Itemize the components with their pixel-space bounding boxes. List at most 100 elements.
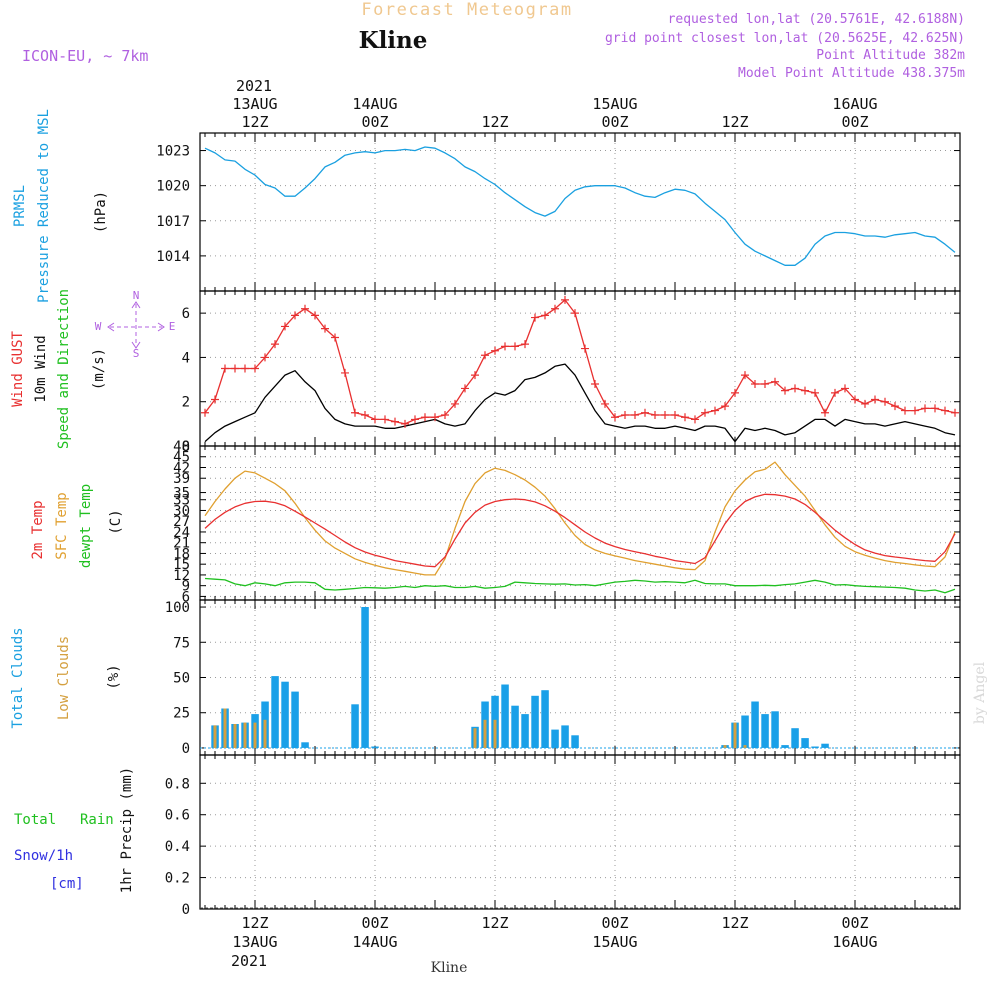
total-cloud-bar [301,742,309,748]
gust-marker [781,386,789,395]
gust-marker [591,380,599,388]
total-cloud-bar [371,746,379,748]
panel-frame [199,754,961,910]
top-hour-label: 00Z [361,113,388,131]
low-cloud-bar [483,719,487,748]
top-date-label: 16AUG [832,95,877,113]
y-tick-label: 21 [173,536,190,552]
gust-marker [421,413,429,422]
wind-gust-line [204,299,956,425]
gust-marker [731,388,739,397]
gust-marker [221,364,229,373]
y-tick-label: 1020 [156,179,190,195]
gust-marker [381,415,389,424]
gust-marker [401,419,409,428]
y-tick-label: 9 [182,579,190,595]
y-tick-label: 50 [173,671,190,687]
gust-marker [341,368,349,377]
top-hour-label: 12Z [721,113,748,131]
gust-marker [631,411,639,419]
gust-marker [371,415,379,424]
requested-coords: requested lon,lat (20.5761E, 42.6188N) [668,12,965,27]
gust-marker [351,408,359,417]
bottom-hour-label: 12Z [481,914,508,932]
top-hour-label: 00Z [601,113,628,131]
gust-marker [791,384,799,393]
temperature-panel: 2m Temp SFC Temp dewpt Temp (C) 69121518… [30,439,961,605]
gust-marker [641,408,649,417]
total-cloud-bar [781,745,789,748]
top-hour-label: 12Z [241,113,268,131]
compass-east: E [169,320,176,333]
total-cloud-bar [511,705,519,748]
gust-marker [601,399,609,408]
y-tick-label: 25 [173,706,190,722]
low-cloud-bar [243,722,247,748]
total-cloud-bar [761,714,769,748]
pressure-label-msl: Pressure Reduced to MSL [36,109,52,303]
grid-point-coords: grid point closest lon,lat (20.5625E, 42… [605,31,965,46]
y-tick-label: 0.2 [165,871,190,887]
y-tick-label: 48 [173,439,190,455]
wind-compass: N S W E [95,289,176,360]
bottom-hour-label: 00Z [601,914,628,932]
gust-marker [201,408,209,417]
low-cloud-bar [233,724,237,748]
gust-marker [361,411,369,419]
bottom-date-label: 13AUG [232,933,277,951]
total-cloud-bar [541,690,549,748]
gust-marker [931,404,939,413]
wind-gust-label: Wind GUST [10,331,26,407]
temp-dewpt-label: dewpt Temp [78,484,94,568]
gust-marker [671,411,679,419]
gust-marker [901,406,909,415]
gust-marker [411,415,419,424]
y-tick-label: 35 [173,486,190,502]
wind-panel: Wind GUST 10m Wind Speed and Direction (… [10,289,961,455]
gust-marker [211,395,219,404]
bottom-date-label: 16AUG [832,933,877,951]
total-cloud-bar [271,676,279,748]
wind-unit: (m/s) [91,348,107,390]
total-cloud-bar [821,743,829,748]
gust-marker [661,411,669,419]
gust-marker [741,371,749,380]
gust-marker [691,415,699,424]
gust-marker [871,395,879,404]
y-tick-label: 1023 [156,144,190,160]
top-hour-label: 12Z [481,113,508,131]
bottom-date-label: 15AUG [592,933,637,951]
y-tick-label: 6 [182,306,190,322]
gust-marker [391,417,399,426]
gust-marker [721,402,729,411]
panel-frame [199,132,961,292]
gust-marker [841,384,849,393]
gust-marker [681,413,689,422]
compass-north: N [133,289,140,302]
y-tick-label: 24 [173,525,190,541]
pressure-panel: PRMSL Pressure Reduced to MSL (hPa) 1014… [12,109,961,303]
clouds-unit: (%) [106,664,122,689]
y-tick-label: 30 [173,503,190,519]
gust-marker [311,311,319,320]
pressure-series-line [204,146,956,266]
low-cloud-bar [213,725,217,748]
gust-marker [701,408,709,417]
gust-marker [271,340,279,349]
top-year-label: 2021 [236,77,272,95]
gust-marker [281,322,289,331]
bottom-hour-label: 12Z [721,914,748,932]
compass-west: W [95,320,102,333]
total-cloud-bar [291,691,299,748]
y-tick-label: 39 [173,471,190,487]
footer-location: Kline [431,960,468,976]
bottom-year-label: 2021 [231,952,267,970]
total-cloud-bar [361,607,369,748]
y-tick-label: 75 [173,635,190,651]
y-tick-label: 12 [173,568,190,584]
low-cloud-bar [263,719,267,748]
gust-marker [761,380,769,388]
sfc-temp-line [204,461,956,576]
bottom-hour-label: 12Z [241,914,268,932]
